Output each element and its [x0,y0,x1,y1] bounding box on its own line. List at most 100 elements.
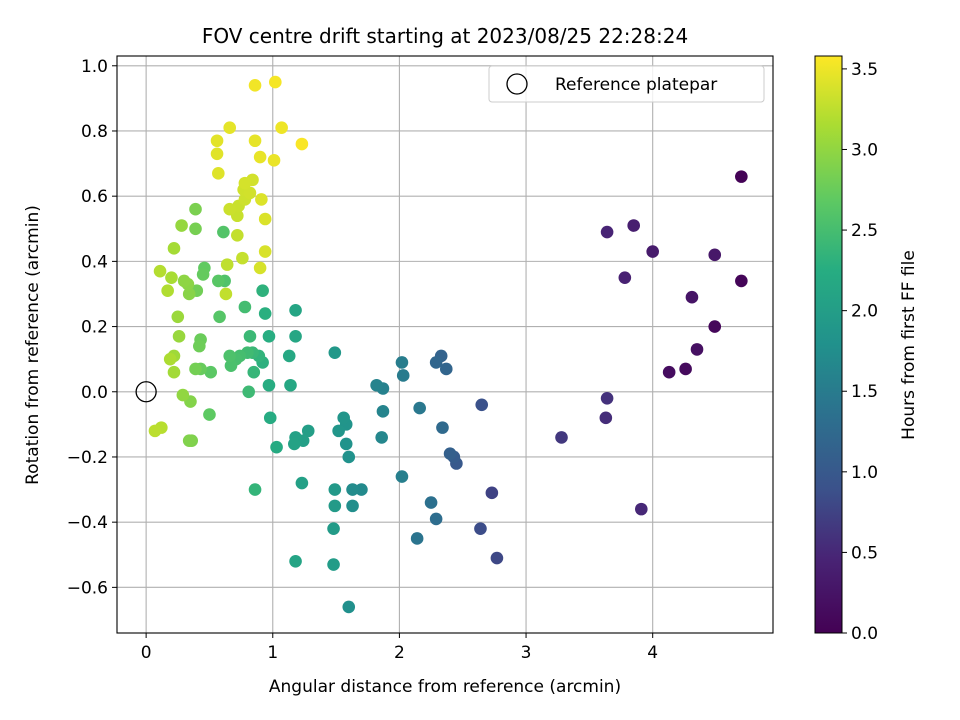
y-tick-label: 1.0 [81,57,108,77]
scatter-point [295,137,309,151]
scatter-point [189,202,202,216]
scatter-point [599,411,613,425]
y-tick-label: 0.8 [81,122,108,142]
colorbar-tick-label: 2.5 [851,221,878,241]
scatter-point [679,362,692,376]
scatter-point [243,330,257,343]
scatter-point [262,330,276,343]
scatter-point [346,483,359,496]
scatter-point [148,424,162,438]
scatter-point [439,362,453,376]
y-axis-ticks: −0.6 −0.4 −0.2 0.0 0.2 0.4 0.6 0.8 1.0 [67,57,117,598]
scatter-point [485,486,499,500]
colorbar-ticks: 0.0 0.5 1.0 1.5 2.0 2.5 3.0 3.5 [842,60,878,644]
scatter-point [708,248,722,262]
scatter-point [165,271,178,284]
scatter-point [282,349,296,363]
y-tick-label: −0.4 [67,513,108,533]
scatter-point [475,398,489,412]
scatter-point [210,134,224,148]
scatter-point [275,121,288,135]
scatter-point [212,274,225,288]
scatter-point [253,261,267,275]
scatter-point [177,274,191,288]
scatter-point [395,470,409,483]
scatter-point [223,349,237,363]
scatter-point [267,154,281,167]
plot-frame [116,55,774,634]
scatter-point [342,600,356,614]
scatter-point [242,385,256,399]
scatter-point [258,212,272,226]
y-tick-label: −0.2 [67,448,108,468]
x-tick-label: 1 [267,643,278,663]
scatter-point [634,502,648,516]
y-tick-label: 0.2 [81,318,108,338]
scatter-point [376,405,390,418]
scatter-point [555,431,568,444]
scatter-point [236,251,249,265]
y-tick-label: 0.0 [81,383,108,403]
colorbar-tick-label: 1.5 [851,382,878,402]
legend: Reference platepar [488,65,765,103]
scatter-point [182,287,196,301]
x-tick-label: 3 [521,643,532,663]
scatter-point [223,121,237,135]
scatter-point [429,512,443,526]
scatter-point [248,79,262,92]
scatter-point [346,499,359,513]
scatter-point [203,408,216,421]
scatter-point [355,483,368,496]
y-tick-label: −0.6 [67,578,108,598]
scatter-point [255,193,268,206]
scatter-point [339,437,353,451]
colorbar-tick-label: 0.5 [851,543,878,563]
scatter-point [284,378,297,392]
chart-title: FOV centre drift starting at 2023/08/25 … [202,24,688,48]
scatter-point [328,346,342,359]
colorbar-frame [814,55,843,634]
scatter-point [204,365,218,379]
scatter-point [248,483,262,496]
scatter-point [220,258,234,271]
scatter-point [474,522,487,535]
scatter-point [301,424,315,438]
scatter-point [287,437,301,451]
scatter-point [238,300,252,314]
scatter-point [332,424,345,438]
scatter-point [443,447,457,461]
legend-box [488,65,765,103]
scatter-point [262,378,276,392]
scatter-point [646,245,659,258]
scatter-point [600,391,614,405]
scatter-point [327,558,340,571]
data-points [148,75,748,614]
y-tick-label: 0.6 [81,187,108,207]
scatter-point [189,222,202,236]
scatter-point [413,401,426,415]
scatter-point [370,378,383,392]
scatter-point [243,186,257,200]
scatter-point [342,450,356,464]
scatter-point [167,365,181,379]
scatter-point [223,202,237,216]
reference-marker-layer [135,381,157,403]
x-tick-label: 2 [394,643,405,663]
scatter-point [600,225,614,239]
scatter-point [258,307,272,320]
scatter-point [217,225,230,239]
scatter-point [289,330,302,343]
scatter-point [395,356,409,369]
scatter-point [735,170,748,183]
scatter-point [396,369,410,382]
colorbar-tick-label: 2.0 [851,302,878,322]
scatter-point [295,476,309,490]
scatter-point [289,554,302,568]
scatter-point [161,284,174,298]
scatter-point [172,330,186,343]
scatter-point [167,242,181,255]
y-axis-label: Rotation from reference (arcmin) [23,205,43,485]
scatter-point [328,483,342,496]
